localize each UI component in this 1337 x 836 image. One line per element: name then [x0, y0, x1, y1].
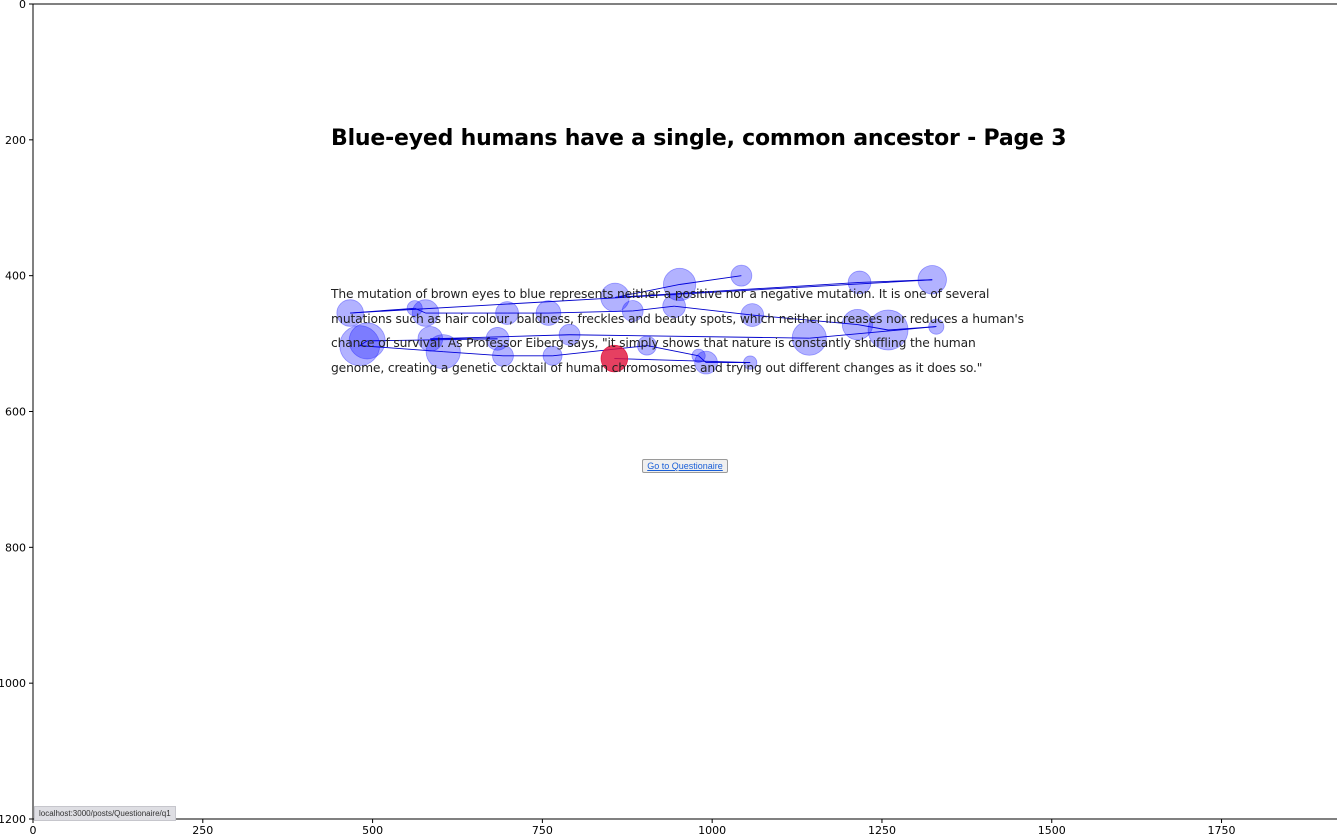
- gaze-path: [350, 275, 937, 364]
- gaze-saccade-line: [350, 279, 933, 314]
- fixation-point: [492, 344, 514, 367]
- fixation-point: [336, 299, 364, 327]
- fixation-point: [485, 327, 510, 351]
- x-tick-label: 250: [192, 824, 213, 836]
- fixation-point: [743, 355, 758, 370]
- x-tick-label: 1000: [698, 824, 726, 836]
- axis-ticks: 0 250 500 750 1000 1250 1500 1750 0 200 400 600 800 1…: [0, 0, 1236, 836]
- fixation-point: [600, 282, 630, 313]
- x-tick-label: 750: [532, 824, 553, 836]
- x-tick-label: 0: [30, 824, 37, 836]
- gaze-saccade-line: [548, 310, 633, 314]
- go-to-questionaire-button[interactable]: Go to Questionaire: [642, 459, 728, 473]
- gaze-saccade-line: [674, 305, 753, 316]
- x-tick-label: 1250: [868, 824, 896, 836]
- gaze-saccade-line: [614, 284, 680, 298]
- gaze-saccade-line: [359, 345, 444, 353]
- gaze-saccade-line: [430, 334, 570, 340]
- fixation-point: [694, 350, 718, 375]
- gaze-saccade-line: [414, 307, 426, 314]
- status-bar-url: localhost:3000/posts/Questionaire/q1: [34, 806, 176, 821]
- fixation-point: [348, 322, 386, 360]
- fixation-point: [791, 320, 827, 356]
- fixation-point: [406, 300, 423, 317]
- gaze-saccade-line: [552, 345, 648, 357]
- x-tick-label: 1750: [1208, 824, 1236, 836]
- fixation-point: [637, 335, 657, 356]
- y-tick-label: 1200: [0, 813, 26, 826]
- y-tick-label: 800: [5, 541, 26, 554]
- fixation-point: [730, 264, 753, 287]
- x-tick-label: 500: [362, 824, 383, 836]
- fixation-point: [495, 301, 519, 325]
- fixation-point: [417, 326, 444, 352]
- fixation-point: [558, 323, 581, 346]
- page-title: Blue-eyed humans have a single, common a…: [331, 126, 1067, 151]
- x-tick-label: 1500: [1038, 824, 1066, 836]
- fixation-point: [425, 334, 461, 370]
- fixation-point: [867, 309, 909, 351]
- gaze-saccade-line: [359, 340, 368, 347]
- fixation-point: [691, 348, 706, 363]
- fixation-point: [542, 345, 563, 366]
- fixation-point: [917, 265, 947, 295]
- y-tick-label: 200: [5, 134, 26, 147]
- fixation-point: [621, 300, 644, 322]
- fixation-point: [841, 308, 874, 341]
- gaze-saccade-line: [614, 358, 751, 364]
- fixation-point: [411, 299, 440, 327]
- gaze-saccade-line: [443, 351, 504, 357]
- fixation-point: [740, 303, 765, 327]
- y-tick-label: 0: [19, 0, 26, 11]
- article-paragraph: The mutation of brown eyes to blue repre…: [331, 287, 1024, 375]
- gaze-saccade-line: [857, 324, 889, 331]
- last-fixation-point: [600, 344, 629, 373]
- gaze-saccade-line: [615, 282, 860, 298]
- fixation-layer: [336, 264, 947, 375]
- y-tick-label: 400: [5, 270, 26, 283]
- y-tick-label: 600: [5, 406, 26, 419]
- fixation-point: [339, 325, 381, 366]
- fixation-point: [535, 300, 562, 326]
- gaze-saccade-line: [752, 314, 858, 326]
- y-tick-label: 1000: [0, 677, 26, 690]
- gaze-saccade-line: [632, 305, 675, 312]
- fixation-point: [662, 294, 686, 319]
- gaze-saccade-line: [809, 326, 937, 339]
- gaze-saccade-line: [646, 345, 699, 357]
- fixation-point: [847, 270, 872, 295]
- gaze-saccade-line: [350, 307, 415, 314]
- gaze-saccade-line: [569, 334, 810, 339]
- gaze-saccade-line: [679, 275, 742, 285]
- gaze-saccade-line: [367, 338, 498, 342]
- fixation-point: [928, 318, 945, 335]
- fixation-point: [663, 267, 697, 302]
